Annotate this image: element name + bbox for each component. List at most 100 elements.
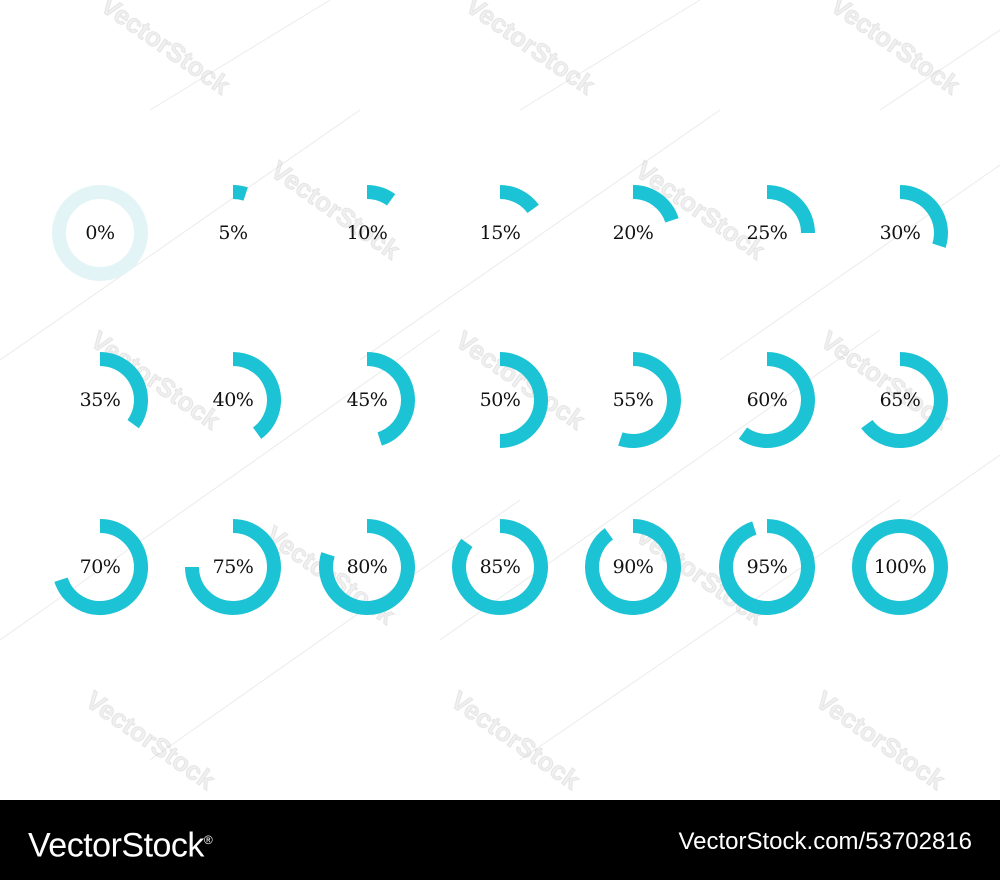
- progress-ring-arc: [99, 352, 148, 429]
- progress-ring-65: 65%: [848, 348, 952, 452]
- progress-rings-canvas: VectorStock VectorStock VectorStock VectorS…: [0, 0, 1000, 796]
- progress-ring-arc: [499, 185, 539, 214]
- progress-ring-graphic: [632, 185, 679, 223]
- watermark-text: VectorStock: [445, 684, 586, 796]
- progress-ring-arc: [899, 185, 948, 248]
- progress-ring-graphic: [99, 352, 148, 429]
- progress-ring-90: 90%: [581, 515, 685, 619]
- progress-ring-45: 45%: [315, 348, 419, 452]
- watermark-text: VectorStock: [460, 0, 601, 101]
- watermark-text: VectorStock: [95, 0, 236, 101]
- watermark-line: [879, 29, 1000, 111]
- progress-ring-arc: [185, 519, 281, 615]
- progress-ring-label: 95%: [746, 556, 788, 578]
- progress-ring-arc: [54, 519, 148, 615]
- progress-ring-label: 75%: [212, 556, 254, 578]
- progress-ring-arc: [232, 352, 281, 439]
- progress-ring-arc: [852, 519, 948, 615]
- progress-ring-75: 75%: [181, 515, 285, 619]
- watermark-line: [149, 0, 331, 111]
- progress-ring-label: 35%: [79, 389, 121, 411]
- progress-ring-graphic: [499, 352, 548, 448]
- progress-ring-arc: [861, 352, 948, 448]
- progress-ring-graphic: [618, 352, 681, 448]
- watermark-text: VectorStock: [825, 0, 966, 101]
- progress-ring-label: 15%: [479, 222, 521, 244]
- progress-ring-arc: [366, 185, 396, 206]
- progress-ring-empty-track: [52, 185, 148, 281]
- progress-ring-label: 60%: [746, 389, 788, 411]
- footer-logo-text: VectorStock: [28, 826, 204, 865]
- progress-ring-20: 20%: [581, 181, 685, 285]
- progress-ring-35: 35%: [48, 348, 152, 452]
- footer-logo: VectorStock®: [28, 818, 213, 867]
- progress-ring-graphic: [319, 519, 415, 615]
- progress-ring-graphic: [766, 185, 815, 234]
- progress-ring-graphic: [852, 519, 948, 615]
- progress-ring-arc: [738, 352, 815, 448]
- progress-ring-10: 10%: [315, 181, 419, 285]
- progress-ring-arc: [319, 519, 415, 615]
- watermark-line: [519, 0, 701, 111]
- progress-ring-80: 80%: [315, 515, 419, 619]
- footer-bar: VectorStock® VectorStock.com/53702816: [0, 800, 1000, 880]
- progress-ring-graphic: [861, 352, 948, 448]
- progress-ring-60: 60%: [715, 348, 819, 452]
- progress-ring-label: 10%: [346, 222, 388, 244]
- progress-ring-label: 45%: [346, 389, 388, 411]
- progress-ring-70: 70%: [48, 515, 152, 619]
- progress-ring-arc: [232, 185, 248, 201]
- progress-ring-arc: [452, 519, 548, 615]
- progress-ring-graphic: [232, 352, 281, 439]
- progress-ring-graphic: [499, 185, 539, 214]
- progress-ring-graphic: [452, 519, 548, 615]
- progress-ring-label: 55%: [612, 389, 654, 411]
- progress-ring-arc: [366, 352, 415, 446]
- progress-ring-arc: [719, 519, 815, 615]
- progress-ring-graphic: [52, 185, 148, 281]
- progress-ring-arc: [585, 519, 681, 615]
- progress-ring-25: 25%: [715, 181, 819, 285]
- progress-ring-graphic: [585, 519, 681, 615]
- progress-ring-label: 40%: [212, 389, 254, 411]
- watermark-line: [519, 499, 901, 761]
- watermark-text: VectorStock: [810, 684, 951, 796]
- progress-ring-graphic: [366, 185, 396, 206]
- progress-ring-30: 30%: [848, 181, 952, 285]
- progress-ring-5: 5%: [181, 181, 285, 285]
- progress-ring-label: 70%: [79, 556, 121, 578]
- progress-ring-55: 55%: [581, 348, 685, 452]
- progress-ring-graphic: [185, 519, 281, 615]
- progress-ring-label: 20%: [612, 222, 654, 244]
- progress-ring-40: 40%: [181, 348, 285, 452]
- progress-ring-graphic: [232, 185, 248, 201]
- footer-logo-mark: ®: [203, 833, 213, 847]
- progress-ring-label: 0%: [85, 222, 115, 244]
- progress-ring-label: 100%: [873, 556, 927, 578]
- progress-ring-label: 25%: [746, 222, 788, 244]
- progress-ring-arc: [499, 352, 548, 448]
- progress-ring-arc: [766, 185, 815, 234]
- progress-ring-arc: [618, 352, 681, 448]
- progress-ring-50: 50%: [448, 348, 552, 452]
- progress-ring-95: 95%: [715, 515, 819, 619]
- progress-ring-graphic: [54, 519, 148, 615]
- progress-ring-85: 85%: [448, 515, 552, 619]
- watermark-text: VectorStock: [80, 684, 221, 796]
- progress-ring-label: 5%: [218, 222, 248, 244]
- footer-image-id: VectorStock.com/53702816: [678, 828, 972, 855]
- progress-ring-label: 65%: [879, 389, 921, 411]
- progress-ring-100: 100%: [848, 515, 952, 619]
- progress-ring-label: 90%: [612, 556, 654, 578]
- progress-ring-15: 15%: [448, 181, 552, 285]
- progress-ring-graphic: [719, 519, 815, 615]
- progress-ring-graphic: [366, 352, 415, 446]
- progress-ring-label: 85%: [479, 556, 521, 578]
- progress-ring-0: 0%: [48, 181, 152, 285]
- progress-ring-label: 30%: [879, 222, 921, 244]
- progress-ring-arc: [632, 185, 679, 223]
- progress-ring-label: 80%: [346, 556, 388, 578]
- progress-ring-graphic: [738, 352, 815, 448]
- progress-ring-graphic: [899, 185, 948, 248]
- progress-ring-label: 50%: [479, 389, 521, 411]
